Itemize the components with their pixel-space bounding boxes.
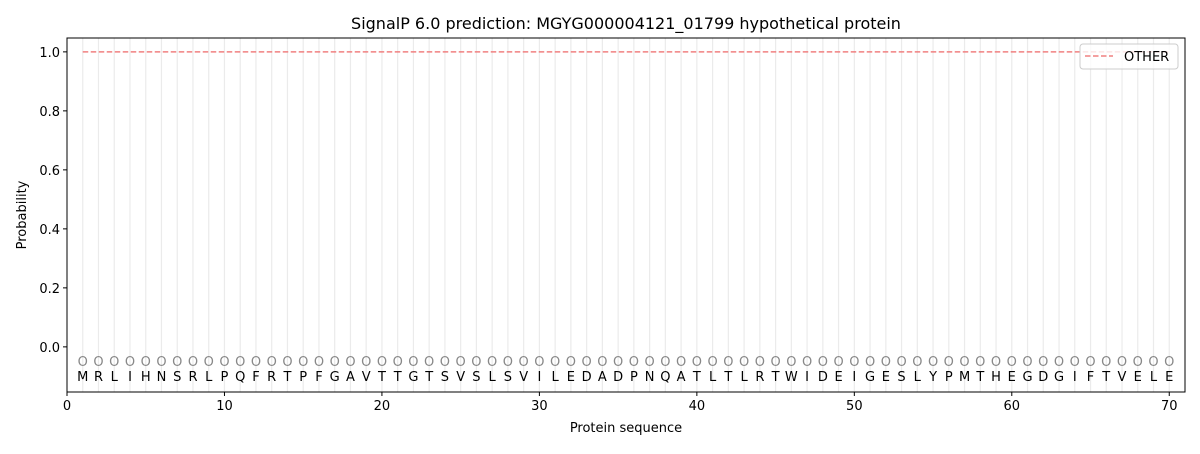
x-tick-label: 10 <box>216 399 233 414</box>
x-axis-label: Protein sequence <box>570 421 682 436</box>
x-tick-label: 20 <box>374 399 391 414</box>
legend-box <box>1079 43 1179 70</box>
legend: OTHER <box>1079 43 1179 70</box>
y-tick-label: 0.0 <box>39 341 60 356</box>
y-tick-label: 0.2 <box>39 282 60 297</box>
grid-lines <box>82 38 1170 392</box>
predicted-labels: OOOOOOOOOOOOOOOOOOOOOOOOOOOOOOOOOOOOOOOO… <box>78 355 1175 370</box>
y-tick-label: 0.8 <box>39 105 60 120</box>
y-tick-label: 1.0 <box>39 46 60 61</box>
plot-frame <box>66 37 1186 393</box>
x-tick-label: 60 <box>1004 399 1021 414</box>
residue-layer: OOOOOOOOOOOOOOOOOOOOOOOOOOOOOOOOOOOOOOOO… <box>77 355 1174 385</box>
x-tick-label: 30 <box>531 399 548 414</box>
y-tick-label: 0.4 <box>39 223 60 238</box>
chart-title: SignalP 6.0 prediction: MGYG000004121_01… <box>351 14 901 34</box>
y-axis-label: Probability <box>15 180 30 249</box>
legend-label-other: OTHER <box>1124 50 1169 65</box>
y-tick-label: 0.6 <box>39 164 60 179</box>
x-tick-label: 0 <box>63 399 71 414</box>
x-tick-label: 40 <box>689 399 706 414</box>
x-axis-ticks: 0 10 20 30 40 50 60 70 <box>63 392 1178 414</box>
x-tick-label: 70 <box>1161 399 1178 414</box>
y-axis-ticks: 0.0 0.2 0.4 0.6 0.8 1.0 <box>39 46 67 356</box>
x-tick-label: 50 <box>846 399 863 414</box>
protein-sequence: MRLIHNSRLPQFRTPFGAVTTGTSVSLSVILEDADPNQAT… <box>77 370 1173 385</box>
